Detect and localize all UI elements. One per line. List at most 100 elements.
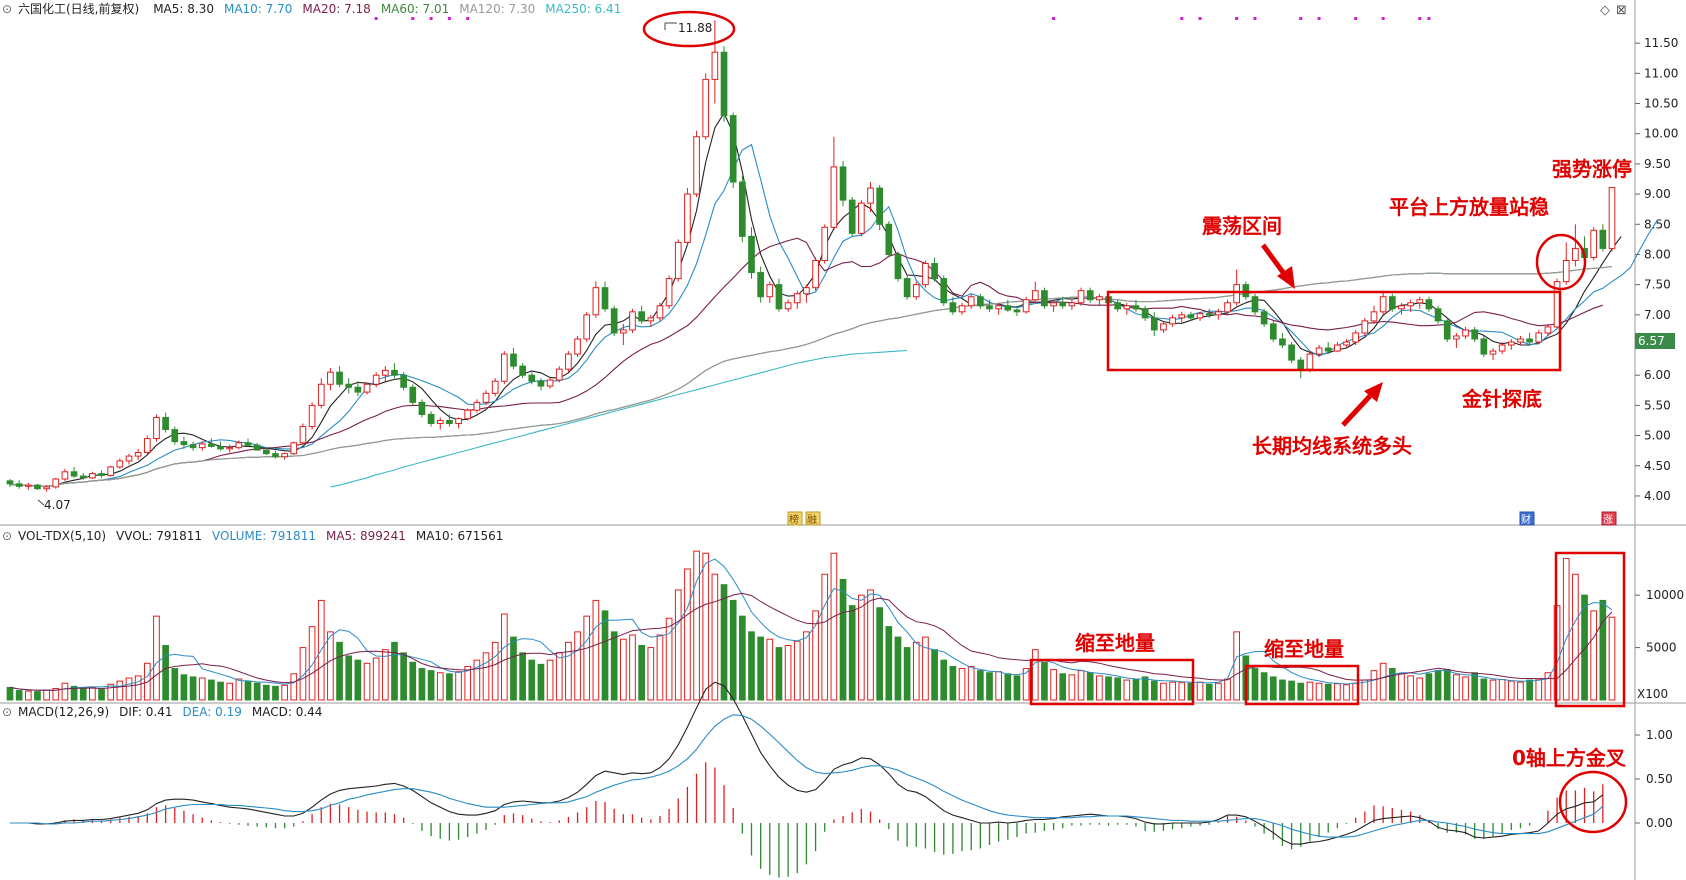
legend-item: MA5: 899241 — [326, 529, 406, 543]
volume-vol-ma5-line — [9, 558, 1613, 691]
candle — [125, 453, 133, 465]
bull-arrow — [1341, 382, 1383, 427]
candle — [1343, 338, 1350, 349]
volume-bar — [1480, 678, 1488, 701]
candle — [766, 281, 774, 303]
candle — [336, 366, 343, 388]
volume-bar — [1068, 674, 1076, 701]
svg-text:榜: 榜 — [789, 513, 799, 526]
badge-财[interactable]: 财 — [1519, 511, 1535, 526]
candle — [565, 351, 572, 373]
candle — [6, 479, 14, 487]
badge-融[interactable]: 融 — [805, 511, 821, 526]
volume-bar — [1489, 679, 1497, 701]
event-dot — [1180, 17, 1184, 20]
candle — [839, 160, 847, 207]
candle — [89, 471, 96, 480]
legend-item: MACD: 0.44 — [252, 705, 323, 719]
volume-bar — [610, 631, 618, 701]
candle — [619, 323, 627, 346]
volume-bar — [1572, 573, 1579, 701]
candle — [1251, 293, 1259, 315]
candle — [757, 266, 764, 303]
ma-line-ma5 — [9, 112, 1622, 487]
candle — [775, 278, 783, 312]
price-tick-label: 11.00 — [1644, 66, 1678, 80]
annotation-shrink-1: 缩至地量 — [1075, 631, 1155, 655]
volume-bar — [409, 661, 417, 701]
candle — [1187, 311, 1195, 321]
candle — [574, 335, 581, 358]
candle — [812, 257, 819, 291]
candle — [317, 378, 325, 409]
volume-bar — [629, 634, 636, 701]
ma-line-ma10 — [9, 143, 1659, 487]
collapse-icon[interactable]: ⊙ — [2, 2, 12, 16]
volume-bar — [418, 668, 426, 701]
candle — [43, 485, 50, 492]
volume-bar — [1453, 674, 1460, 701]
badge-涨[interactable]: 涨 — [1601, 511, 1617, 526]
volume-bar — [89, 686, 96, 701]
candle — [1544, 323, 1552, 336]
macd-header: ⊙ MACD(12,26,9) DIF: 0.41 DEA: 0.19 MACD: 0… — [2, 705, 322, 719]
candle — [171, 426, 179, 445]
volume-bar — [455, 671, 462, 701]
candle — [24, 482, 32, 490]
candle — [1334, 342, 1341, 353]
macd-collapse-icon[interactable]: ⊙ — [2, 705, 12, 719]
macd-tick-label: 0.50 — [1646, 772, 1673, 786]
volume-bar — [684, 568, 691, 701]
volume-bar — [748, 631, 755, 701]
candle — [729, 112, 737, 189]
window-diamond-icon[interactable]: ◇ — [1600, 3, 1610, 18]
volume-bar — [565, 641, 572, 701]
vol-collapse-icon[interactable]: ⊙ — [2, 529, 12, 543]
current-price-label: 6.57 — [1638, 334, 1665, 348]
candle — [1013, 305, 1021, 317]
candle — [1004, 299, 1012, 312]
candle — [1279, 332, 1286, 349]
volume-bar — [1361, 679, 1369, 701]
volume-bar — [1215, 682, 1222, 701]
high-circle — [642, 10, 736, 48]
window-close-icon[interactable]: ⊠ — [1616, 3, 1627, 18]
macd-histogram — [55, 762, 1604, 878]
volume-bar — [775, 647, 783, 701]
svg-text:涨: 涨 — [1603, 514, 1613, 526]
volume-bar — [500, 613, 508, 701]
volume-bar — [153, 615, 160, 701]
volume-bar — [491, 641, 499, 701]
candle — [1031, 281, 1039, 303]
candle — [1590, 227, 1598, 261]
volume-bar — [464, 665, 472, 701]
candle — [1150, 311, 1158, 336]
volume-bar — [903, 647, 911, 701]
volume-bar — [473, 659, 481, 701]
candle — [592, 281, 600, 318]
volume-bar — [244, 680, 252, 701]
volume-bar — [1297, 682, 1305, 701]
breakout-circle — [1535, 233, 1587, 291]
volume-bar — [52, 687, 60, 701]
volume-bar — [1334, 683, 1341, 701]
candle — [830, 136, 838, 231]
candle — [1498, 342, 1506, 355]
volume-bar — [1535, 678, 1543, 701]
volume-bar — [1562, 557, 1570, 701]
volume-bar — [510, 636, 517, 701]
volume-bar — [198, 677, 206, 701]
volume-bar — [995, 671, 1003, 701]
event-dot — [1052, 17, 1056, 20]
badge-榜[interactable]: 榜 — [787, 511, 803, 526]
candle — [217, 441, 224, 451]
volume-bar — [125, 677, 133, 701]
candle — [391, 363, 398, 379]
volume-bar — [1004, 673, 1012, 701]
volume-bar — [1059, 673, 1067, 701]
volume-bar — [281, 684, 288, 701]
candle — [180, 436, 188, 449]
candle — [1114, 299, 1122, 312]
volume-bar — [674, 589, 682, 701]
